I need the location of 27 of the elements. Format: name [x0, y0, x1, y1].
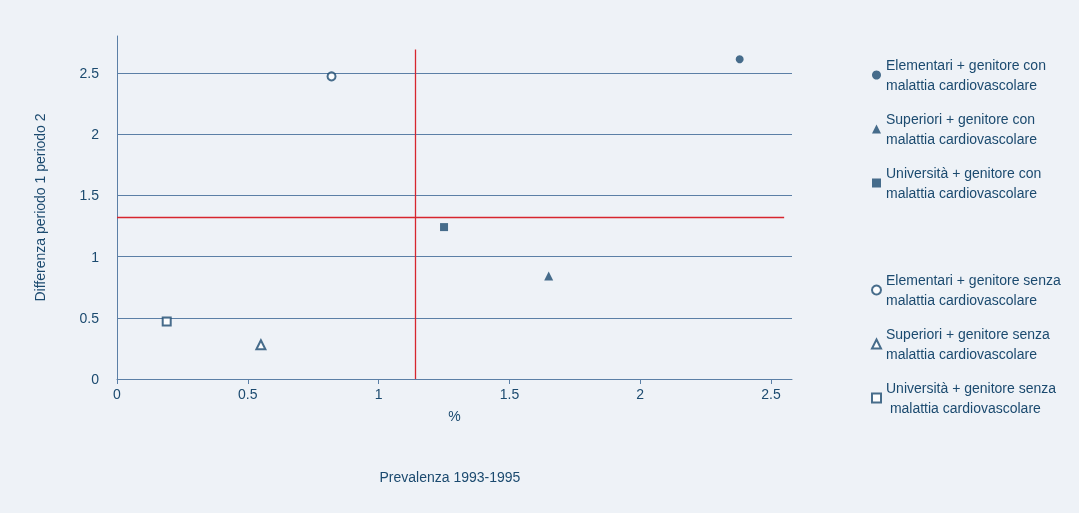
x-tick-label: 0	[113, 386, 122, 402]
legend-label: Superiori + genitore senza malattia cardiovascolare	[886, 326, 1054, 362]
legend-label: Elementari + genitore senza malattia cardiovascolare	[886, 272, 1065, 308]
text: Prevalenza 1993-1995	[379, 469, 521, 485]
x-tick-label: 2	[636, 386, 645, 402]
point	[440, 223, 449, 232]
legend-label: Università + genitore senza malattia cardiovascolare	[886, 380, 1057, 416]
y-tick-label: 2.5	[79, 64, 100, 81]
x-tick-label: 1	[374, 386, 383, 402]
x-tick-label: 0.5	[238, 386, 258, 402]
x-tick-label: 2.5	[761, 386, 782, 402]
legend-label: Università + genitore con malattia cardiovascolare	[886, 165, 1046, 201]
y-tick-label: 0	[91, 371, 100, 387]
point	[735, 55, 744, 64]
y-tick-label: 2	[91, 126, 100, 142]
point	[544, 271, 554, 281]
x-axis-title: %	[448, 408, 461, 424]
y-tick-label: 1.5	[79, 187, 100, 204]
x-tick-label: 1.5	[499, 386, 520, 402]
y-tick-label: 0.5	[79, 309, 100, 326]
legend-label: Elementari + genitore con malattia cardiovascolare	[886, 57, 1050, 93]
point	[255, 339, 267, 351]
y-axis-title: Differenza periodo 1 periodo 2	[32, 113, 48, 302]
legend-label: Superiori + genitore con malattia cardiovascolare	[886, 111, 1039, 147]
point	[326, 71, 337, 82]
y-tick-label: 1	[91, 248, 100, 265]
point	[161, 316, 172, 327]
